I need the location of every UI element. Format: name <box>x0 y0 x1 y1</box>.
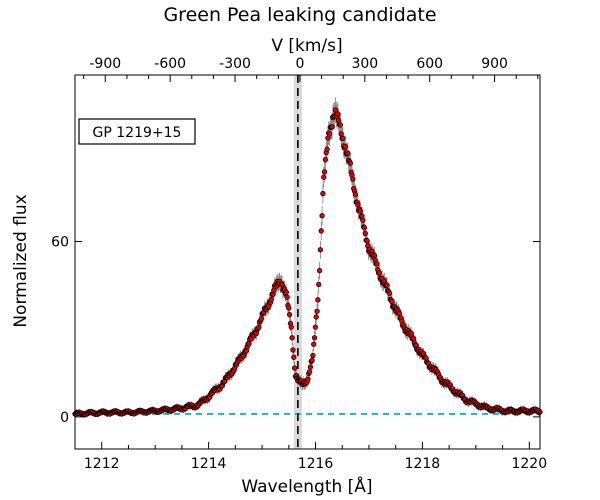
data-point <box>340 135 346 142</box>
data-point <box>309 357 315 364</box>
data-point <box>361 225 368 231</box>
x-axis-label: Wavelength [Å] <box>241 475 372 497</box>
data-point <box>243 348 250 354</box>
data-point <box>286 312 293 318</box>
y-tick-label: 60 <box>51 235 69 251</box>
data-point <box>410 335 417 342</box>
top-tick-label: 300 <box>351 56 378 72</box>
data-point <box>329 124 335 130</box>
data-point <box>316 267 323 274</box>
data-point <box>362 230 368 236</box>
data-point <box>338 131 344 137</box>
x-tick-label: 1218 <box>405 456 441 472</box>
data-point <box>326 131 333 137</box>
data-point <box>284 294 290 300</box>
data-point <box>413 342 419 348</box>
data-point <box>311 341 317 347</box>
y-axis-label: Normalized flux <box>11 194 31 327</box>
errorbar-layer <box>74 97 541 418</box>
chart-title: Green Pea leaking candidate <box>163 4 436 26</box>
data-point <box>324 146 330 152</box>
data-point <box>291 365 298 371</box>
top-axis-label: V [km/s] <box>271 36 342 56</box>
data-point <box>246 341 252 347</box>
data-point <box>345 150 351 156</box>
data-point <box>322 156 329 163</box>
data-point <box>347 160 353 166</box>
data-point <box>315 297 321 303</box>
data-point <box>321 169 328 175</box>
top-tick-label: 600 <box>416 56 443 72</box>
data-point <box>357 208 363 214</box>
data-point <box>305 376 311 382</box>
point-layer <box>72 107 543 418</box>
data-point <box>311 335 318 341</box>
top-tick-label: -600 <box>154 56 186 72</box>
data-point <box>283 289 289 295</box>
data-point <box>386 290 393 296</box>
data-point <box>314 308 320 314</box>
data-point <box>290 347 296 353</box>
top-tick-label: -900 <box>89 56 121 72</box>
data-point <box>364 238 370 244</box>
data-point <box>268 296 274 303</box>
x-tick-label: 1220 <box>511 456 547 472</box>
data-point <box>337 122 344 128</box>
data-point <box>307 364 314 370</box>
data-point <box>376 270 383 276</box>
data-point <box>286 305 292 311</box>
data-point <box>317 247 324 253</box>
top-tick-label: 900 <box>481 56 508 72</box>
data-point <box>291 354 297 360</box>
top-tick-label: -300 <box>219 56 251 72</box>
plot-frame <box>74 74 541 450</box>
data-point <box>374 260 380 267</box>
data-point <box>288 324 294 330</box>
data-point <box>389 299 395 305</box>
data-point <box>306 369 313 375</box>
top-tick-label: 0 <box>295 56 304 72</box>
data-point <box>350 176 356 182</box>
data-point <box>253 330 259 337</box>
data-point <box>258 316 264 322</box>
data-point <box>312 324 319 330</box>
data-point <box>289 335 295 341</box>
data-point <box>313 314 319 320</box>
data-point <box>342 144 348 150</box>
x-tick-label: 1212 <box>84 456 120 472</box>
data-point <box>423 355 429 361</box>
data-point <box>316 281 322 288</box>
data-point <box>256 324 262 331</box>
data-point <box>319 213 325 219</box>
data-point <box>360 217 366 223</box>
data-point <box>335 111 341 117</box>
data-point <box>384 282 390 288</box>
data-point <box>310 352 316 359</box>
tick-layer: 1212 1214 1216 1218 1220 0 60 -900 -600 -300 0 300 6… <box>51 56 547 472</box>
y-tick-label: 0 <box>60 410 69 426</box>
object-label: GP 1219+15 <box>93 125 182 141</box>
data-point <box>352 191 358 197</box>
data-point <box>318 228 324 234</box>
annotation-box <box>78 118 196 145</box>
data-point <box>321 174 327 180</box>
x-tick-label: 1216 <box>298 456 334 472</box>
data-point <box>355 202 361 208</box>
x-tick-label: 1214 <box>191 456 227 472</box>
data-point <box>371 252 378 258</box>
data-point <box>320 190 326 197</box>
data-point <box>396 311 403 317</box>
